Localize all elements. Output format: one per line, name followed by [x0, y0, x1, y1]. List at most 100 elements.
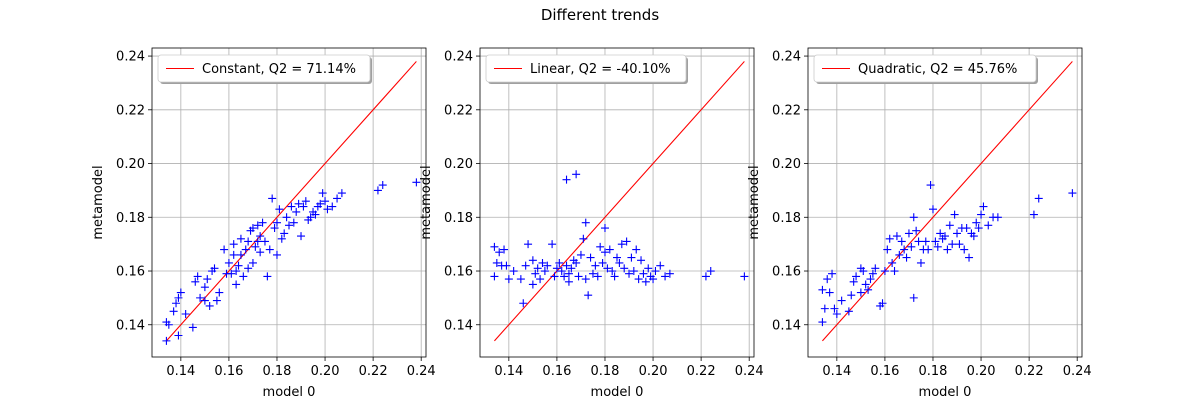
legend-label: Quadratic, Q2 = 45.76%	[858, 62, 1017, 77]
y-tick-label: 0.24	[116, 50, 145, 65]
data-point	[637, 256, 646, 265]
x-tick-label: 0.20	[311, 364, 340, 379]
x-tick-label: 0.14	[166, 364, 195, 379]
data-point	[579, 234, 588, 243]
data-point	[258, 218, 267, 227]
data-point	[979, 202, 988, 211]
axes-frame	[807, 47, 1083, 358]
data-point	[373, 186, 382, 195]
x-tick-label: 0.22	[687, 364, 716, 379]
data-point	[263, 272, 272, 281]
x-tick-label: 0.24	[407, 364, 436, 379]
data-point	[897, 237, 906, 246]
data-point	[914, 237, 923, 246]
legend-box	[157, 54, 371, 83]
data-points	[162, 178, 421, 345]
data-point	[849, 277, 858, 286]
data-point	[277, 234, 286, 243]
data-point	[832, 310, 841, 319]
data-point	[591, 261, 600, 270]
data-point	[318, 189, 327, 198]
data-point	[333, 194, 342, 203]
data-point	[852, 272, 861, 281]
data-point	[538, 258, 547, 267]
data-point	[828, 269, 837, 278]
data-point	[856, 288, 865, 297]
data-point	[492, 258, 501, 267]
data-point	[581, 218, 590, 227]
data-point	[236, 234, 245, 243]
data-point	[299, 202, 308, 211]
axes-frame	[151, 47, 427, 358]
data-point	[649, 275, 658, 284]
data-point	[895, 250, 904, 259]
data-point	[536, 275, 545, 284]
data-point	[572, 258, 581, 267]
data-point	[600, 248, 609, 257]
data-point	[644, 264, 653, 273]
data-point	[528, 280, 537, 289]
data-point	[548, 240, 557, 249]
legend: Quadratic, Q2 = 45.76%	[813, 54, 1038, 84]
data-point	[251, 242, 260, 251]
y-tick-label: 0.14	[116, 318, 145, 333]
data-point	[586, 253, 595, 262]
data-point	[931, 237, 940, 246]
data-point	[907, 242, 916, 251]
data-points	[490, 170, 749, 308]
y-tick-label: 0.20	[116, 157, 145, 172]
y-tick-label: 0.22	[116, 103, 145, 118]
data-point	[516, 275, 525, 284]
data-point	[825, 288, 834, 297]
data-point	[490, 242, 499, 251]
data-point	[212, 296, 221, 305]
data-point	[641, 277, 650, 286]
reference-line	[494, 61, 745, 342]
data-point	[220, 245, 229, 254]
data-point	[543, 261, 552, 270]
data-point	[924, 245, 933, 254]
data-point	[272, 218, 281, 227]
data-point	[883, 245, 892, 254]
x-tick-label: 0.14	[494, 364, 523, 379]
data-point	[244, 237, 253, 246]
data-point	[524, 240, 533, 249]
data-point	[639, 269, 648, 278]
data-point	[969, 232, 978, 241]
data-point	[174, 331, 183, 340]
data-point	[622, 237, 631, 246]
data-point	[490, 272, 499, 281]
data-point	[301, 197, 310, 206]
data-point	[572, 170, 581, 179]
data-point	[974, 224, 983, 233]
data-point	[306, 213, 315, 222]
data-point	[227, 269, 236, 278]
data-point	[665, 269, 674, 278]
data-points	[818, 181, 1077, 327]
x-tick-label: 0.16	[214, 364, 243, 379]
data-point	[248, 224, 257, 233]
data-point	[275, 205, 284, 214]
data-point	[294, 199, 303, 208]
data-point	[943, 245, 952, 254]
data-point	[584, 291, 593, 300]
data-point	[567, 264, 576, 273]
data-point	[162, 336, 171, 345]
data-point	[504, 275, 513, 284]
data-point	[321, 197, 330, 206]
data-point	[256, 248, 265, 257]
y-tick-label: 0.20	[444, 157, 473, 172]
data-point	[629, 267, 638, 276]
data-point	[181, 310, 190, 319]
data-point	[500, 245, 509, 254]
data-point	[909, 213, 918, 222]
data-point	[316, 199, 325, 208]
data-point	[232, 280, 241, 289]
legend-box	[485, 54, 687, 83]
data-point	[576, 250, 585, 259]
data-point	[550, 272, 559, 281]
data-point	[164, 320, 173, 329]
y-tick-label: 0.16	[116, 265, 145, 280]
data-point	[926, 181, 935, 190]
